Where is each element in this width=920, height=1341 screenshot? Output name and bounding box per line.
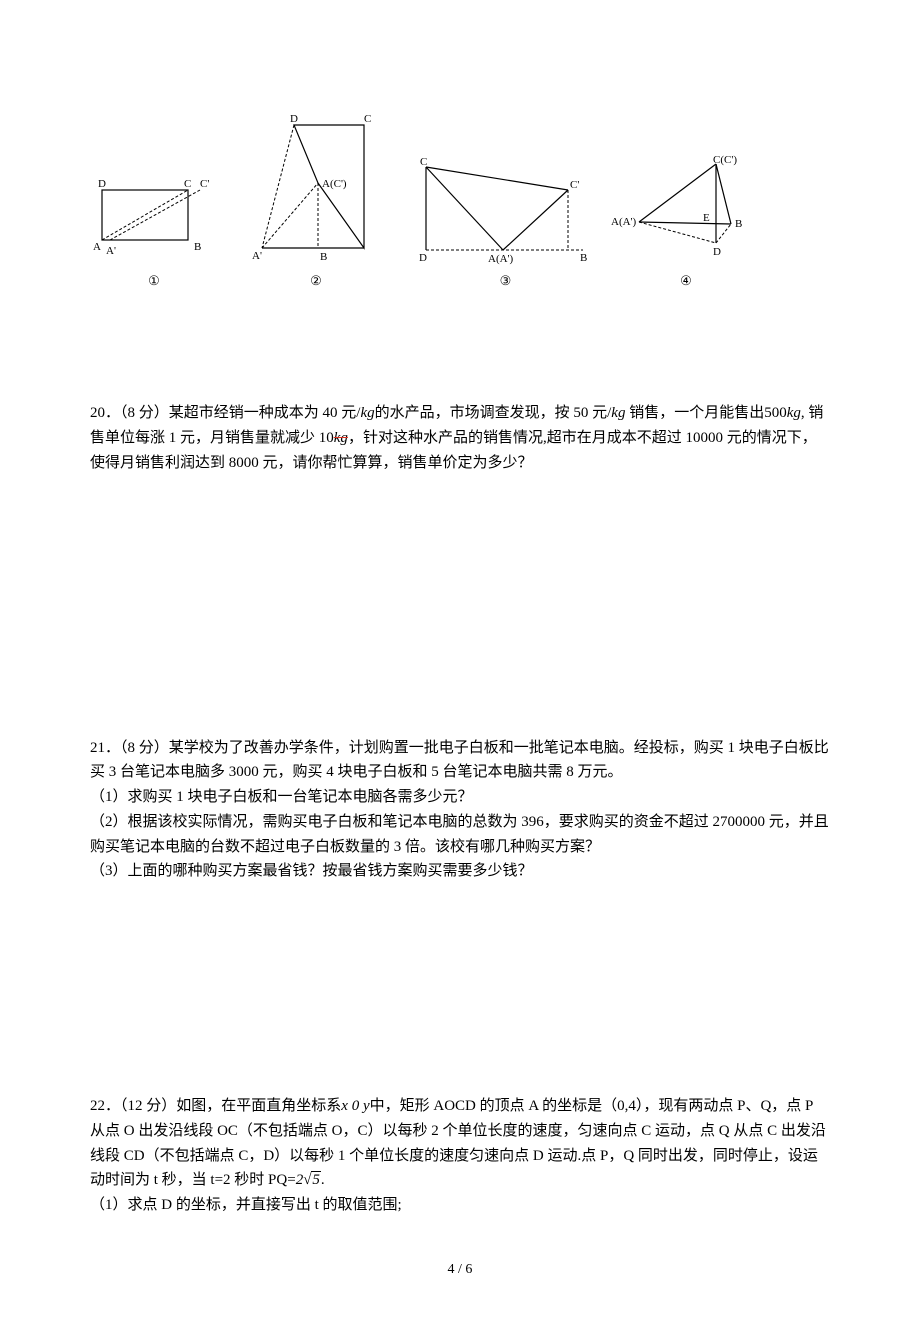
- diagram-3-svg: C C' D A(A') B: [408, 155, 603, 270]
- p22-coef: 2: [296, 1172, 304, 1188]
- label-d2-A: A(C'): [322, 178, 347, 190]
- label-d1-Aprime: A': [106, 245, 116, 257]
- label-d4-E: E: [703, 212, 710, 224]
- p21-q1: （1）求购买 1 块电子白板和一台笔记本电脑各需多少元？: [90, 785, 830, 810]
- p21-q3: （3）上面的哪种购买方案最省钱？按最省钱方案购买需要多少钱？: [90, 859, 830, 884]
- label-d2-D: D: [290, 113, 298, 125]
- diagram-2-svg: D C A(C') A' B: [232, 110, 400, 270]
- p22-i3: .: [321, 1172, 325, 1188]
- label-d3-B: B: [580, 252, 587, 264]
- label-d3-C: C: [420, 156, 427, 168]
- label-d1-B: B: [194, 241, 201, 253]
- label-d4-D: D: [713, 246, 721, 258]
- p21-label: 21．（8 分）: [90, 740, 169, 756]
- label-d4-B: B: [735, 218, 742, 230]
- label-d1-C: C: [184, 178, 191, 190]
- label-d2-C: C: [364, 113, 371, 125]
- label-d3-D: D: [419, 252, 427, 264]
- diagram-2-num: ②: [310, 270, 322, 291]
- diagram-2: D C A(C') A' B ②: [232, 110, 400, 291]
- problem-20: 20．（8 分）某超市经销一种成本为 40 元/kg的水产品，市场调查发现，按 …: [90, 401, 830, 475]
- page-number: 4 / 6: [90, 1258, 830, 1281]
- problem-21: 21．（8 分）某学校为了改善办学条件，计划购置一批电子白板和一批笔记本电脑。经…: [90, 736, 830, 885]
- p22-rad: 5: [311, 1171, 321, 1188]
- p22-xoy: x 0 y: [341, 1098, 369, 1114]
- p20-kg4: kg: [334, 430, 348, 446]
- diagram-3-num: ③: [500, 270, 512, 291]
- p22-label: 22．（12 分）: [90, 1098, 176, 1114]
- p20-kg3: kg: [787, 405, 801, 421]
- problem-22: 22．（12 分）如图，在平面直角坐标系x 0 y中，矩形 AOCD 的顶点 A…: [90, 1094, 830, 1218]
- label-d2-B: B: [320, 251, 327, 263]
- p20-kg1: kg: [360, 405, 374, 421]
- label-d4-C: C(C'): [713, 155, 737, 166]
- diagram-1: D C C' A A' B ①: [84, 175, 224, 291]
- label-d1-A: A: [93, 241, 101, 253]
- p20-t1: 某超市经销一种成本为 40 元/: [169, 405, 361, 421]
- p20-kg2: kg: [611, 405, 625, 421]
- diagram-1-num: ①: [148, 270, 160, 291]
- diagrams-row: D C C' A A' B ① D C A(C') A' B ②: [84, 110, 830, 291]
- p22-sqrt: 5: [303, 1168, 321, 1193]
- label-d3-Cprime: C': [570, 179, 579, 191]
- label-d2-Aprime: A': [252, 250, 262, 262]
- label-d1-D: D: [98, 178, 106, 190]
- label-d1-Cprime: C': [200, 178, 209, 190]
- p20-t2: 的水产品，市场调查发现，按 50 元/: [375, 405, 612, 421]
- p22-i1: 如图，在平面直角坐标系: [176, 1098, 341, 1114]
- p20-t3: 销售，一个月能售出500: [625, 405, 786, 421]
- p22-q1: （1）求点 D 的坐标，并直接写出 t 的取值范围;: [90, 1193, 830, 1218]
- diagram-4-num: ④: [680, 270, 692, 291]
- p21-intro: 某学校为了改善办学条件，计划购置一批电子白板和一批笔记本电脑。经投标，购买 1 …: [90, 740, 829, 781]
- p20-label: 20．（8 分）: [90, 405, 169, 421]
- label-d3-A: A(A'): [488, 253, 514, 265]
- p21-q2: （2）根据该校实际情况，需购买电子白板和笔记本电脑的总数为 396，要求购买的资…: [90, 810, 830, 860]
- diagram-4: C(C') A(A') E B D ④: [611, 155, 761, 291]
- diagram-1-svg: D C C' A A' B: [84, 175, 224, 270]
- diagram-3: C C' D A(A') B ③: [408, 155, 603, 291]
- diagram-4-svg: C(C') A(A') E B D: [611, 155, 761, 270]
- label-d4-A: A(A'): [611, 216, 637, 228]
